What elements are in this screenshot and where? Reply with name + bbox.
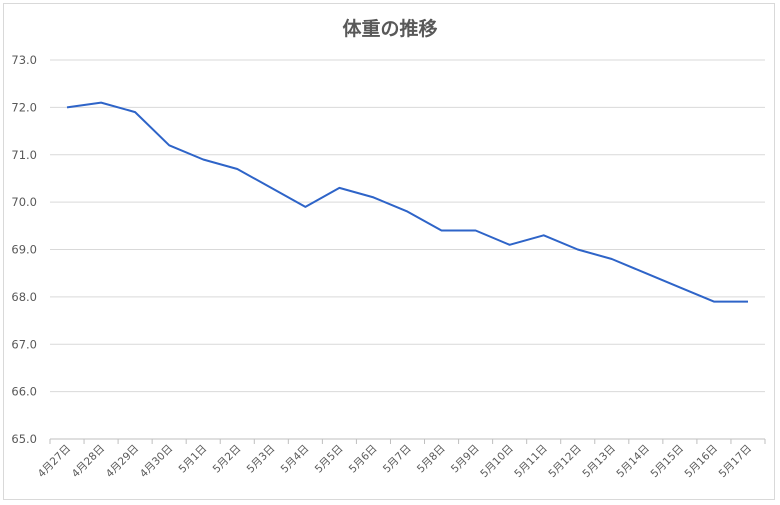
data-point — [371, 195, 375, 199]
y-tick-label: 68.0 — [11, 290, 37, 304]
x-tick-label: 4月27日 — [36, 443, 74, 481]
x-tick-label: 5月11日 — [512, 443, 550, 481]
data-point — [508, 243, 512, 247]
data-point — [440, 229, 444, 233]
x-tick-label: 5月13日 — [580, 443, 618, 481]
data-point — [406, 210, 410, 214]
x-tick-label: 4月30日 — [138, 443, 176, 481]
x-tick-label: 5月5日 — [313, 443, 346, 476]
data-point — [644, 271, 648, 275]
x-tick-label: 5月2日 — [211, 443, 244, 476]
data-point — [678, 285, 682, 289]
x-tick-label: 5月14日 — [614, 443, 652, 481]
x-tick-label: 5月9日 — [449, 443, 482, 476]
x-tick-label: 5月17日 — [717, 443, 755, 481]
data-point — [474, 229, 478, 233]
y-tick-label: 71.0 — [11, 148, 37, 162]
x-tick-label: 5月12日 — [546, 443, 584, 481]
y-tick-label: 73.0 — [11, 53, 37, 67]
y-tick-label: 67.0 — [11, 337, 37, 351]
x-tick-label: 5月10日 — [478, 443, 516, 481]
y-tick-label: 70.0 — [11, 195, 37, 209]
data-point — [746, 300, 750, 304]
data-point — [337, 186, 341, 190]
data-point — [542, 233, 546, 237]
y-tick-label: 65.0 — [11, 432, 37, 446]
data-point — [712, 300, 716, 304]
data-point — [133, 110, 137, 114]
x-tick-label: 5月4日 — [279, 443, 312, 476]
x-tick-label: 5月1日 — [177, 443, 210, 476]
data-point — [65, 105, 69, 109]
x-tick-label: 4月29日 — [104, 443, 142, 481]
x-tick-label: 5月3日 — [245, 443, 278, 476]
y-tick-label: 72.0 — [11, 100, 37, 114]
data-point — [303, 205, 307, 209]
data-point — [610, 257, 614, 261]
x-tick-label: 5月8日 — [415, 443, 448, 476]
y-tick-label: 66.0 — [11, 385, 37, 399]
x-tick-label: 5月7日 — [381, 443, 414, 476]
x-tick-label: 5月6日 — [347, 443, 380, 476]
data-point — [269, 186, 273, 190]
y-tick-label: 69.0 — [11, 243, 37, 257]
chart-title: 体重の推移 — [342, 18, 438, 40]
x-tick-label: 5月15日 — [648, 443, 686, 481]
data-point — [201, 157, 205, 161]
series-line — [66, 101, 748, 303]
data-point — [235, 167, 239, 171]
data-point — [167, 143, 171, 147]
x-tick-label: 5月16日 — [683, 443, 721, 481]
x-tick-label: 4月28日 — [70, 443, 108, 481]
data-point — [99, 101, 103, 105]
data-point — [576, 248, 580, 252]
chart-frame — [3, 3, 775, 500]
